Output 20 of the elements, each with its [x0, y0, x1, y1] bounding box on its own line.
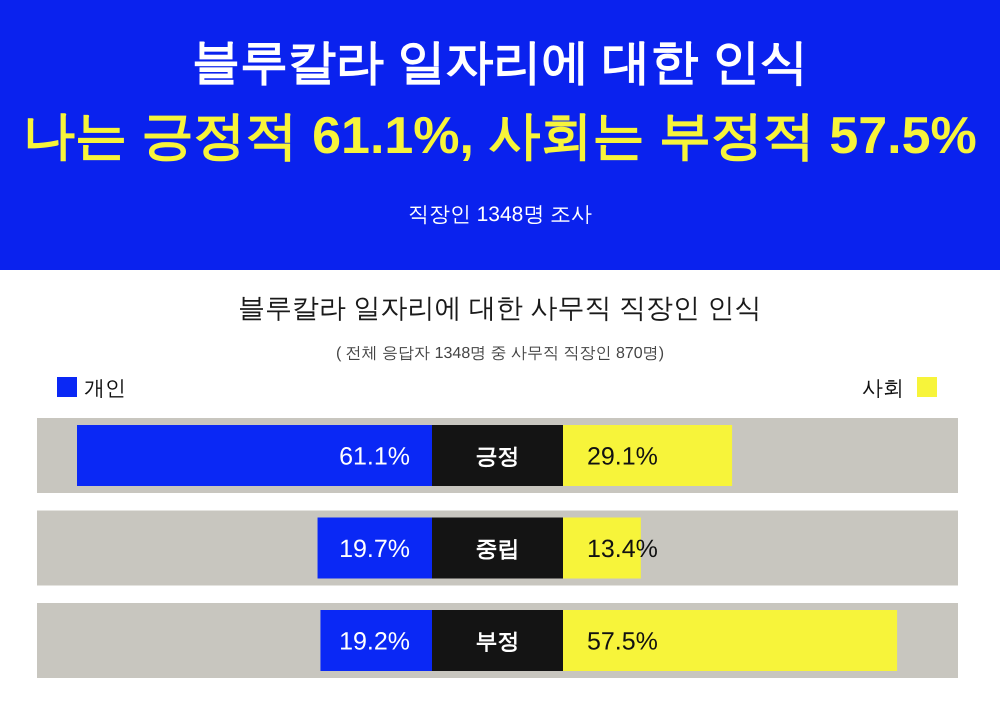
- y-tick-label: 긍정: [476, 444, 520, 468]
- annotation: 직장인 1348명 조사: [408, 203, 592, 226]
- category-label: 중립: [432, 518, 563, 578]
- value-label: 19.7%: [339, 535, 410, 563]
- value-label: 61.1%: [339, 442, 410, 470]
- legend-item: 사회: [862, 377, 937, 400]
- value-label: 29.1%: [587, 442, 658, 470]
- legend-label: 사회: [862, 377, 904, 400]
- value-label: 19.2%: [339, 628, 410, 656]
- y-tick-label: 중립: [476, 536, 520, 561]
- category-label: 긍정: [432, 425, 563, 486]
- legend-item: 개인: [57, 377, 126, 400]
- legend-label: 개인: [84, 377, 126, 400]
- title: 블루칼라 일자리에 대한 인식: [192, 36, 808, 89]
- subtitle: 나는 긍정적 61.1%, 사회는 부정적 57.5%: [23, 107, 977, 165]
- category-label: 부정: [432, 610, 563, 671]
- y-tick-label: 부정: [476, 628, 520, 654]
- annotation: 블루칼라 일자리에 대한 사무직 직장인 인식: [238, 293, 762, 323]
- annotation: ( 전체 응답자 1348명 중 사무직 직장인 870명): [336, 345, 664, 362]
- value-label: 57.5%: [587, 628, 658, 656]
